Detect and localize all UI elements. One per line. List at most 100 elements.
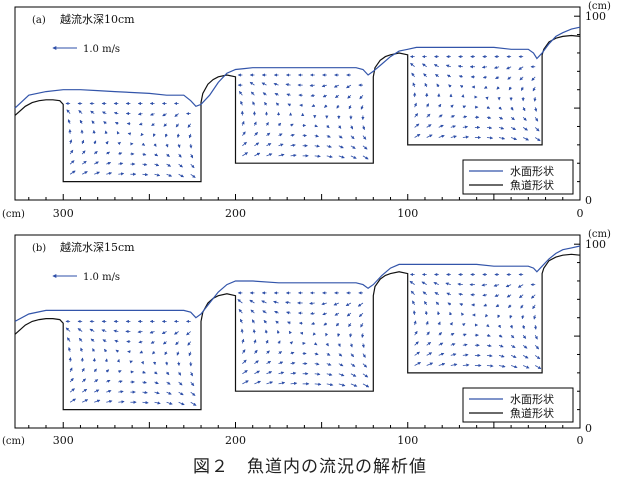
velocity-vector — [433, 64, 439, 68]
velocity-vector — [534, 137, 541, 142]
velocity-vector — [495, 76, 500, 79]
velocity-vector — [322, 312, 327, 316]
velocity-vector — [177, 371, 182, 376]
velocity-vector — [338, 373, 345, 377]
velocity-field — [65, 272, 542, 406]
velocity-vector — [534, 334, 538, 340]
velocity-vector — [462, 363, 470, 367]
velocity-vector — [422, 63, 427, 68]
velocity-vector — [118, 380, 123, 384]
velocity-vector — [266, 371, 273, 375]
velocity-vector — [142, 370, 146, 374]
velocity-vector — [153, 143, 157, 147]
velocity-vector — [129, 360, 133, 364]
velocity-vector — [290, 371, 297, 375]
velocity-vector — [434, 292, 439, 296]
velocity-vector — [498, 116, 504, 120]
velocity-vector — [277, 340, 281, 344]
velocity-vector — [262, 92, 267, 96]
velocity-vector — [484, 313, 489, 318]
velocity-vector — [105, 140, 109, 145]
velocity-vector — [175, 123, 180, 128]
velocity-vector — [438, 103, 442, 108]
velocity-vector — [338, 383, 346, 387]
velocity-vector — [349, 333, 353, 338]
velocity-vector — [286, 93, 291, 97]
velocity-vector — [261, 82, 267, 86]
velocity-vector — [498, 344, 504, 348]
velocity-vector — [321, 302, 327, 306]
velocity-vector — [261, 300, 267, 304]
velocity-vector — [486, 344, 492, 348]
velocity-vector — [166, 401, 173, 405]
velocity-vector — [241, 338, 245, 344]
x-tick-label: 200 — [225, 207, 246, 220]
velocity-vector — [290, 143, 296, 147]
velocity-vector — [102, 339, 107, 343]
velocity-vector — [522, 355, 529, 359]
velocity-vector — [446, 74, 451, 78]
velocity-vector — [346, 312, 352, 317]
velocity-vector — [326, 352, 331, 356]
velocity-vector — [140, 360, 144, 365]
velocity-vector — [338, 353, 343, 357]
velocity-vector — [483, 85, 488, 89]
velocity-vector — [178, 173, 185, 178]
velocity-vector — [249, 299, 255, 304]
velocity-vector — [438, 332, 443, 336]
velocity-vector — [522, 334, 527, 339]
velocity-vector — [265, 339, 269, 344]
velocity-vector — [423, 73, 427, 78]
velocity-vector — [116, 131, 120, 135]
velocity-vector — [437, 311, 441, 316]
velocity-vector — [362, 155, 369, 160]
velocity-vector — [118, 162, 124, 166]
velocity-vector — [127, 132, 132, 136]
velocity-vector — [250, 91, 255, 96]
velocity-vector — [312, 332, 317, 336]
velocity-vector — [186, 331, 191, 336]
velocity-vector — [450, 104, 454, 108]
velocity-vector — [68, 347, 72, 352]
velocity-vector — [106, 399, 113, 404]
velocity-vector — [350, 353, 355, 358]
x-tick-label: 300 — [53, 434, 74, 447]
panel-label: (a) — [32, 15, 46, 26]
velocity-vector — [450, 115, 455, 119]
velocity-vector — [137, 112, 143, 116]
velocity-vector — [141, 142, 146, 146]
velocity-vector — [497, 324, 501, 329]
velocity-vector — [278, 361, 284, 365]
velocity-vector — [91, 120, 95, 124]
velocity-vector — [149, 330, 155, 334]
velocity-vector — [362, 383, 370, 388]
velocity-vector — [485, 323, 490, 328]
velocity-vector — [254, 380, 261, 385]
velocity-vector — [81, 139, 85, 145]
velocity-vector — [448, 84, 452, 88]
velocity-vector — [278, 153, 285, 157]
velocity-vector — [412, 82, 416, 88]
velocity-vector — [78, 110, 83, 114]
velocity-vector — [309, 301, 315, 305]
velocity-vector — [106, 389, 112, 393]
velocity-vector — [94, 379, 99, 383]
velocity-vector — [176, 133, 180, 138]
velocity-vector — [362, 373, 369, 378]
velocity-vector — [522, 365, 530, 369]
velocity-vector — [142, 400, 149, 405]
velocity-vector — [337, 333, 341, 338]
velocity-vector — [450, 125, 456, 129]
velocity-vector — [435, 73, 439, 78]
velocity-vector — [275, 320, 279, 324]
velocity-vector — [426, 124, 432, 128]
velocity-vector — [326, 372, 333, 376]
velocity-vector — [486, 126, 493, 130]
velocity-vector — [321, 84, 327, 88]
velocity-vector — [166, 173, 173, 177]
legend-label: 水面形状 — [510, 392, 554, 406]
velocity-vector — [285, 301, 291, 305]
velocity-vector — [450, 332, 455, 337]
x-tick-label: 0 — [577, 434, 584, 447]
velocity-vector — [166, 381, 171, 385]
